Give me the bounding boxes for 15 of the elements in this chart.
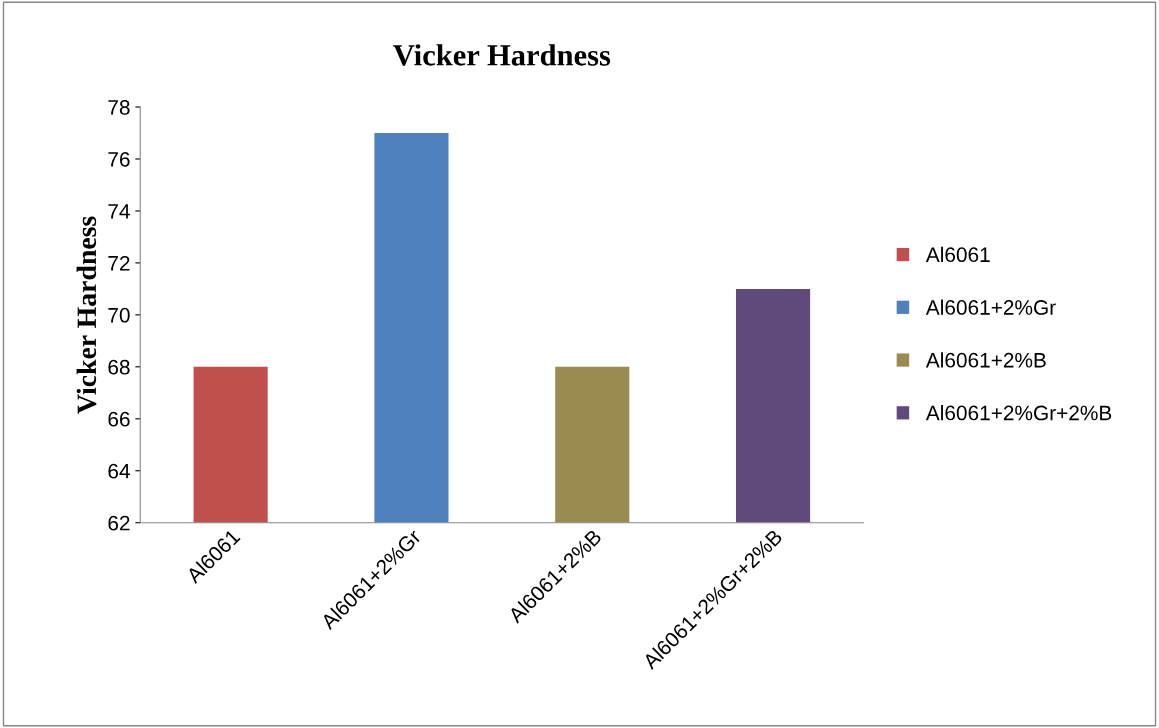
legend-label: Al6061+2%Gr <box>925 299 1056 315</box>
legend-label: Al6061 <box>925 246 990 263</box>
y-tick-label: 64 <box>108 463 130 479</box>
y-tick-label: 62 <box>108 515 130 531</box>
y-tick-label: 66 <box>108 411 130 427</box>
y-tick-label: 78 <box>108 100 130 115</box>
legend-label: Al6061+2%Gr+2%B <box>925 405 1112 421</box>
legend-label: Al6061+2%B <box>925 352 1046 368</box>
y-tick-label: 70 <box>108 307 130 323</box>
y-tick-label: 74 <box>108 204 130 219</box>
y-axis-title: Vicker Hardness <box>76 216 97 414</box>
y-tick-label: 72 <box>108 255 130 271</box>
chart-title: Vicker Hardness <box>393 44 611 66</box>
y-tick-label: 68 <box>108 359 130 375</box>
y-tick-label: 76 <box>108 151 130 167</box>
